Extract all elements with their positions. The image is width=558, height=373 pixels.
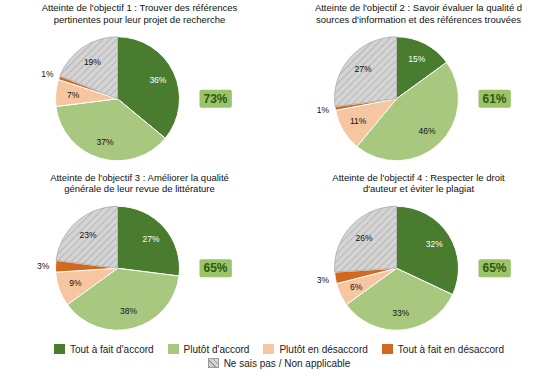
pie-chart: Atteinte de l'objectif 3 : Améliorer la …	[37, 172, 232, 331]
legend-swatch	[208, 358, 219, 368]
title-line: d'auteur et éviter le plagiat	[363, 183, 474, 194]
title-line: générale de leur revue de littérature	[64, 183, 215, 194]
chart-title: Atteinte de l'objectif 1 : Trouver des r…	[42, 2, 238, 25]
highlight-text: 73%	[203, 92, 227, 106]
data-label: 11%	[350, 116, 367, 126]
legend-label: Plutôt d'accord	[184, 344, 250, 355]
highlight-text: 65%	[482, 261, 506, 275]
data-label: 37%	[97, 137, 114, 147]
chart-title: Atteinte de l'objectif 3 : Améliorer la …	[50, 172, 229, 195]
slices	[55, 37, 179, 161]
legend-item: Plutôt en désaccord	[263, 344, 367, 355]
legend-item: Ne sais pas / Non applicable	[208, 358, 351, 369]
data-label: 36%	[149, 75, 166, 85]
pie-slice	[336, 99, 397, 147]
slices	[56, 206, 180, 330]
data-label: 3%	[317, 275, 330, 285]
title-line: Atteinte de l'objectif 2 : Savoir évalue…	[315, 2, 522, 13]
data-label: 3%	[37, 261, 50, 271]
pie-slice	[335, 37, 397, 107]
title-line: pertinentes pour leur projet de recherch…	[54, 14, 226, 25]
pie-slice	[335, 206, 397, 272]
legend: Tout à fait d'accord Plutôt d'accord Plutô…	[0, 339, 558, 373]
highlight: 61%	[478, 90, 510, 108]
title-line: Atteinte de l'objectif 3 : Améliorer la …	[50, 172, 229, 183]
chart-title: Atteinte de l'objectif 2 : Savoir évalue…	[315, 2, 522, 25]
data-labels: 15% 46% 11% 1% 27%	[317, 54, 436, 136]
legend-label: Ne sais pas / Non applicable	[224, 358, 351, 369]
title-line: Atteinte de l'objectif 1 : Trouver des r…	[42, 2, 238, 13]
legend-item: Tout à fait d'accord	[54, 344, 154, 355]
legend-swatch	[54, 344, 65, 354]
legend-swatch	[382, 344, 393, 354]
legend-label: Tout à fait en désaccord	[398, 344, 504, 355]
legend-label: Plutôt en désaccord	[279, 344, 367, 355]
highlight: 65%	[478, 259, 510, 277]
data-label: 7%	[67, 90, 80, 100]
data-label: 23%	[79, 230, 96, 240]
data-label: 15%	[408, 54, 425, 64]
data-labels: 32% 33% 6% 3% 26%	[317, 233, 443, 318]
data-label: 46%	[419, 126, 436, 136]
highlight-text: 61%	[482, 92, 506, 106]
data-label: 1%	[41, 69, 54, 79]
data-label: 6%	[350, 282, 363, 292]
title-line: Atteinte de l'objectif 4 : Respecter le …	[332, 172, 505, 183]
data-label: 27%	[355, 64, 372, 74]
pie-slice	[56, 99, 165, 161]
chart-canvas: Atteinte de l'objectif 1 : Trouver des r…	[0, 0, 558, 339]
data-label: 32%	[426, 239, 443, 249]
data-label: 27%	[142, 234, 159, 244]
pie-chart: Atteinte de l'objectif 2 : Savoir évalue…	[315, 2, 522, 161]
legend-swatch	[263, 344, 274, 354]
highlight-box	[478, 90, 510, 108]
data-label: 38%	[120, 306, 137, 316]
data-labels: 36% 37% 7% 1% 19%	[41, 57, 166, 147]
legend-item: Plutôt d'accord	[168, 344, 250, 355]
highlight-box	[199, 259, 231, 277]
slices	[335, 37, 459, 161]
pie-slice	[118, 206, 180, 276]
data-label: 26%	[355, 233, 372, 243]
chart-title: Atteinte de l'objectif 4 : Respecter le …	[332, 172, 505, 195]
highlight-text: 65%	[203, 261, 227, 275]
highlight: 65%	[199, 259, 231, 277]
highlight: 73%	[199, 90, 231, 108]
pie-chart: Atteinte de l'objectif 1 : Trouver des r…	[41, 2, 237, 161]
data-label: 1%	[317, 105, 330, 115]
pie-chart: Atteinte de l'objectif 4 : Respecter le …	[317, 172, 511, 331]
legend-label: Tout à fait d'accord	[70, 344, 154, 355]
legend-swatch	[168, 344, 179, 354]
data-label: 33%	[392, 308, 409, 318]
slices	[335, 206, 459, 330]
pie-slice	[60, 37, 118, 99]
pie-slice	[56, 268, 118, 304]
title-line: sources d'information et des références …	[316, 14, 521, 25]
highlight-box	[478, 259, 510, 277]
legend-item: Tout à fait en désaccord	[382, 344, 504, 355]
data-label: 19%	[84, 57, 101, 67]
pie-slice	[56, 206, 118, 268]
data-label: 9%	[69, 278, 82, 288]
highlight-box	[199, 90, 231, 108]
data-labels: 27% 38% 9% 3% 23%	[37, 230, 160, 317]
